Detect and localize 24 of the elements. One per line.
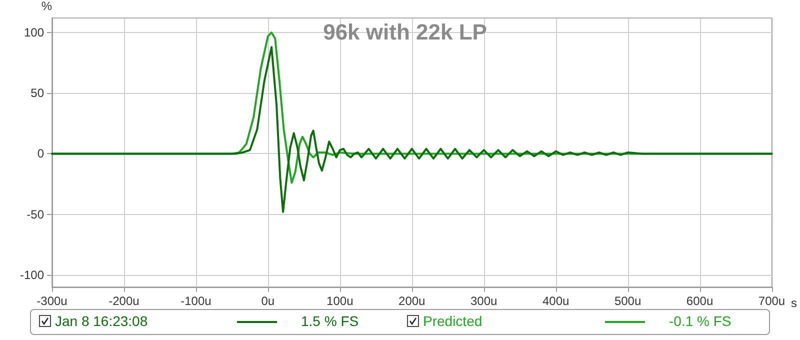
y-axis-title: % — [41, 0, 52, 13]
y-tick-label: 0 — [37, 146, 44, 161]
y-tick-label: -50 — [26, 207, 44, 222]
x-tick-label: 200u — [398, 294, 426, 308]
x-tick-label: -200u — [108, 294, 140, 308]
y-tick-label: 100 — [24, 26, 44, 40]
y-tick-label: 50 — [30, 86, 44, 100]
x-tick-label: -300u — [36, 294, 68, 308]
text: Jan 8 16:23:08 — [55, 313, 148, 329]
line-series — [51, 46, 773, 213]
x-tick-label: 300u — [470, 294, 498, 308]
x-axis-title: s — [791, 296, 797, 310]
text: Predicted — [423, 313, 482, 329]
x-tick-label: 100u — [326, 294, 354, 308]
y-tick-label: -100 — [20, 268, 44, 282]
x-tick-label: 400u — [542, 294, 570, 308]
x-tick-label: 0u — [261, 294, 275, 308]
text: 1.5 % FS — [301, 313, 359, 329]
chart-title: 96k with 22k LP — [323, 20, 487, 44]
x-tick-label: 600u — [686, 294, 714, 308]
text: -0.1 % FS — [669, 313, 732, 329]
x-tick-label: 500u — [614, 294, 642, 308]
x-tick-label: -100u — [180, 294, 212, 308]
x-tick-label: 700u — [758, 294, 786, 308]
